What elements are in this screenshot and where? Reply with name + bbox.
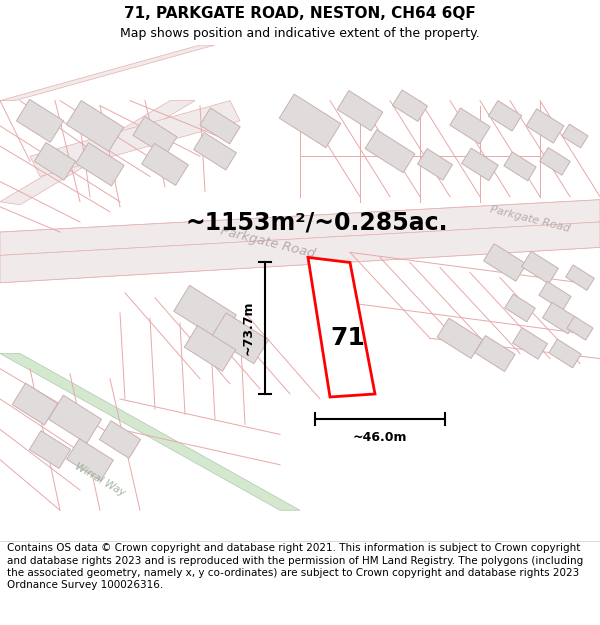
Text: Contains OS data © Crown copyright and database right 2021. This information is : Contains OS data © Crown copyright and d… bbox=[7, 543, 583, 591]
Polygon shape bbox=[365, 130, 415, 173]
Polygon shape bbox=[337, 91, 383, 131]
Polygon shape bbox=[566, 265, 595, 291]
Polygon shape bbox=[512, 328, 547, 359]
Polygon shape bbox=[194, 132, 236, 170]
Polygon shape bbox=[549, 339, 581, 368]
Polygon shape bbox=[67, 101, 124, 151]
Polygon shape bbox=[0, 101, 195, 205]
Polygon shape bbox=[16, 99, 64, 142]
Polygon shape bbox=[418, 149, 452, 180]
Text: 71: 71 bbox=[331, 326, 365, 351]
Polygon shape bbox=[29, 431, 71, 468]
Polygon shape bbox=[133, 116, 177, 156]
Polygon shape bbox=[308, 258, 375, 397]
Polygon shape bbox=[30, 101, 240, 176]
Polygon shape bbox=[174, 286, 236, 341]
Polygon shape bbox=[200, 108, 240, 144]
Polygon shape bbox=[540, 148, 570, 175]
Polygon shape bbox=[488, 101, 521, 131]
Text: Wirral Way: Wirral Way bbox=[73, 461, 127, 498]
Polygon shape bbox=[521, 251, 559, 284]
Polygon shape bbox=[526, 109, 564, 143]
Polygon shape bbox=[49, 395, 101, 443]
Polygon shape bbox=[0, 200, 600, 256]
Text: Parkgate Road: Parkgate Road bbox=[489, 204, 571, 234]
Polygon shape bbox=[0, 354, 300, 510]
Polygon shape bbox=[437, 318, 483, 359]
Polygon shape bbox=[450, 108, 490, 144]
Text: 71, PARKGATE ROAD, NESTON, CH64 6QF: 71, PARKGATE ROAD, NESTON, CH64 6QF bbox=[124, 6, 476, 21]
Polygon shape bbox=[542, 302, 577, 334]
Polygon shape bbox=[539, 281, 571, 310]
Polygon shape bbox=[0, 222, 600, 282]
Polygon shape bbox=[100, 421, 140, 458]
Polygon shape bbox=[567, 316, 593, 340]
Polygon shape bbox=[142, 143, 188, 186]
Polygon shape bbox=[392, 90, 427, 121]
Polygon shape bbox=[34, 142, 76, 180]
Text: Parkgate Road: Parkgate Road bbox=[219, 224, 317, 260]
Text: ~73.7m: ~73.7m bbox=[242, 301, 255, 356]
Polygon shape bbox=[67, 439, 113, 481]
Polygon shape bbox=[484, 244, 526, 281]
Polygon shape bbox=[211, 313, 269, 364]
Polygon shape bbox=[0, 200, 600, 282]
Polygon shape bbox=[0, 45, 215, 101]
Polygon shape bbox=[461, 148, 499, 181]
Polygon shape bbox=[279, 94, 341, 148]
Polygon shape bbox=[505, 294, 535, 322]
Polygon shape bbox=[475, 336, 515, 371]
Text: ~46.0m: ~46.0m bbox=[353, 431, 407, 444]
Polygon shape bbox=[12, 383, 58, 425]
Polygon shape bbox=[562, 124, 588, 148]
Text: Map shows position and indicative extent of the property.: Map shows position and indicative extent… bbox=[120, 28, 480, 40]
Polygon shape bbox=[504, 152, 536, 181]
Polygon shape bbox=[76, 142, 124, 186]
Polygon shape bbox=[184, 326, 236, 371]
Text: ~1153m²/~0.285ac.: ~1153m²/~0.285ac. bbox=[185, 210, 448, 234]
